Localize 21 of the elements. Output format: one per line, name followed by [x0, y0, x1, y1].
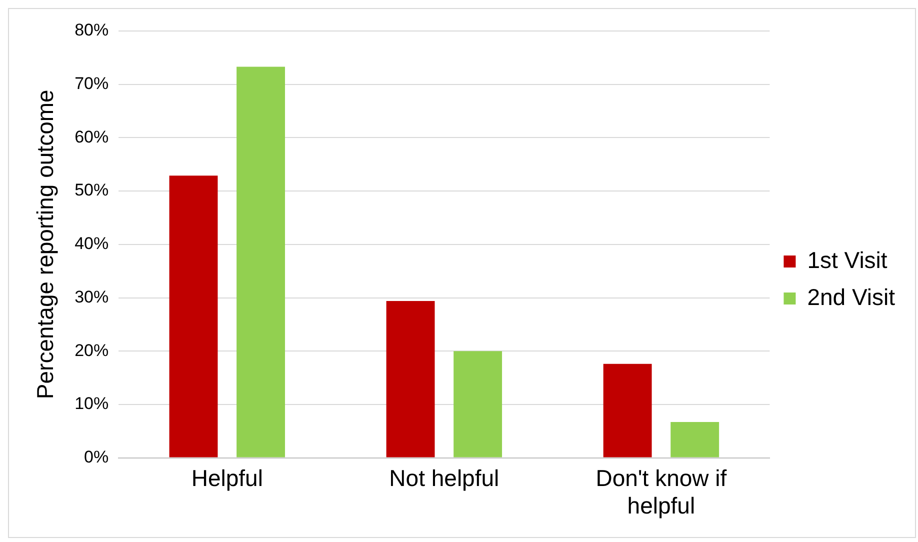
- bar: [670, 422, 720, 458]
- y-tick-label: 0%: [84, 447, 109, 466]
- bar: [169, 176, 218, 458]
- y-tick-label: 10%: [74, 394, 109, 414]
- legend-label: 2nd Visit: [807, 284, 896, 310]
- y-tick-label: 20%: [74, 340, 109, 360]
- y-tick-label: 70%: [74, 74, 109, 94]
- bar: [386, 300, 435, 458]
- y-tick-label: 60%: [74, 127, 109, 146]
- x-tick-label: Not helpful: [389, 464, 500, 491]
- x-tick-label: Don't know if helpful: [596, 464, 728, 519]
- y-tick-label: 40%: [74, 234, 109, 254]
- x-tick-label: Helpful: [191, 464, 263, 491]
- bar: [236, 66, 285, 458]
- y-tick-label: 50%: [74, 180, 109, 200]
- bar: [454, 351, 502, 458]
- y-axis-title: Percentage reporting outcome: [32, 90, 58, 400]
- bar: [603, 364, 652, 458]
- legend-label: 1st Visit: [807, 246, 888, 273]
- y-tick-label: 30%: [74, 287, 109, 306]
- y-tick-label: 80%: [74, 20, 109, 40]
